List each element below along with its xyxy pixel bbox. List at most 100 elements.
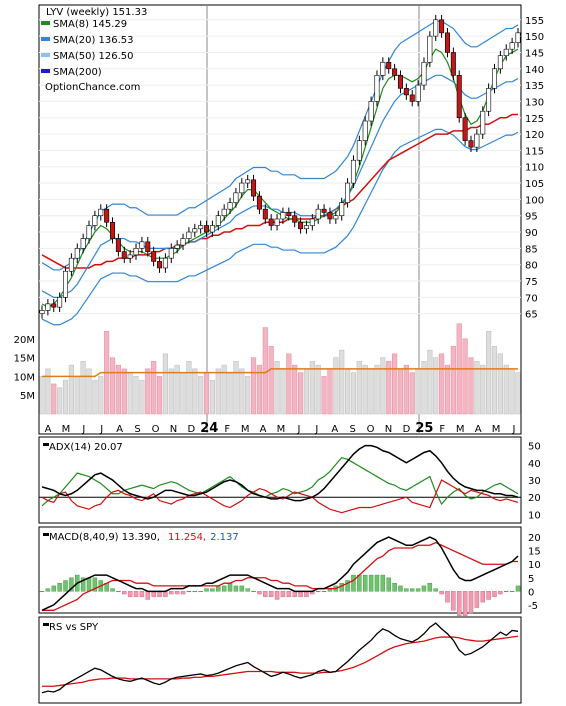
volume-bar [57, 387, 63, 415]
x-axis-label: M [492, 424, 501, 435]
x-axis-label: M [62, 424, 71, 435]
candle-body [339, 202, 345, 217]
macd-title: MACD(8,40,9) 13.390, 11.254, 2.137 [49, 532, 239, 543]
volume-average-line [42, 368, 518, 378]
adx-tick-label: 40 [528, 459, 541, 470]
rs-legend-swatch [43, 623, 49, 626]
price-tick-label: 80 [525, 261, 538, 272]
candle-body [209, 225, 215, 233]
macd-histogram-bar [192, 591, 198, 593]
candle-body [57, 297, 63, 308]
volume-bar [203, 372, 210, 415]
macd-histogram-bar [69, 577, 74, 592]
volume-bar [133, 376, 139, 415]
macd-line [41, 536, 519, 611]
macd-histogram-bar [515, 585, 521, 592]
macd-histogram-bar [151, 591, 156, 597]
volume-bar [421, 361, 427, 415]
candle-body [409, 94, 415, 102]
candle-body [392, 68, 398, 76]
candle-body [98, 208, 104, 217]
candle-body [427, 35, 433, 63]
macd-histogram-bar [198, 591, 203, 593]
legend-sma50: SMA(50) 126.50 [53, 51, 134, 62]
volume-bar [92, 379, 98, 415]
legend-swatch-sma200 [41, 69, 50, 73]
macd-histogram-bar [362, 574, 368, 592]
macd-histogram-bar [321, 591, 327, 593]
macd-histogram-bar [239, 585, 245, 592]
candle-body [303, 225, 309, 230]
macd-histogram-bar [492, 591, 497, 597]
x-axis-label: S [350, 424, 356, 435]
candle-body [139, 241, 145, 249]
macd-legend-swatch [43, 533, 49, 536]
x-axis-label: O [152, 424, 160, 435]
candle-body [415, 84, 421, 102]
volume-bar [309, 361, 315, 415]
volume-bar [256, 364, 263, 415]
candle-body [256, 195, 262, 210]
x-axis-label: A [116, 424, 123, 435]
candle-body [110, 221, 116, 239]
x-axis-label: A [475, 424, 482, 435]
macd-histogram-bar [409, 588, 415, 592]
x-axis-label: D [188, 424, 196, 435]
macd-histogram-bar [509, 591, 515, 593]
candle-body [221, 208, 227, 217]
candle-body [86, 225, 92, 239]
macd-histogram-bar [263, 591, 268, 597]
candle-body [162, 257, 168, 269]
macd-histogram-bar [433, 588, 438, 592]
macd-histogram-bar [345, 580, 350, 592]
macd-histogram-bar [80, 577, 86, 592]
volume-bar [474, 361, 480, 415]
volume-bar [98, 376, 104, 415]
candle-body [380, 61, 386, 76]
volume-tick-label: 5M [20, 391, 35, 402]
volume-bar [180, 372, 186, 415]
candle-body [127, 254, 133, 259]
macd-histogram-bar [486, 591, 491, 600]
macd-hist-value: 2.137 [210, 532, 239, 543]
adx-tick-label: 30 [528, 476, 541, 487]
volume-bar [80, 361, 86, 415]
rs-line [41, 622, 519, 694]
price-tick-label: 65 [525, 310, 538, 321]
x-axis-label: 25 [415, 421, 433, 436]
adx-tick-label: 20 [528, 493, 541, 504]
candle-body [133, 248, 139, 256]
x-axis-label: N [170, 424, 177, 435]
macd-histogram-bar [127, 591, 133, 597]
macd-histogram-bar [462, 591, 468, 616]
legend-swatch-sma20 [41, 37, 50, 41]
candle-body [251, 179, 257, 197]
candle-body [403, 88, 409, 96]
price-tick-label: 110 [525, 163, 544, 174]
volume-bar [151, 361, 157, 415]
candle-body [245, 179, 251, 184]
adx-line [41, 444, 519, 502]
candle-body [168, 248, 174, 259]
price-tick-label: 140 [525, 65, 544, 76]
macd-histogram-bar [274, 591, 280, 600]
candle-body [433, 19, 439, 37]
candle-body [497, 55, 503, 70]
volume-bar [109, 357, 116, 415]
volume-bar [403, 364, 409, 415]
macd-histogram-bar [63, 580, 68, 592]
volume-bar [292, 364, 298, 415]
x-axis-label: F [224, 424, 230, 435]
volume-bar [397, 368, 404, 415]
volume-bar [68, 364, 74, 415]
macd-histogram-bar [304, 591, 309, 597]
volume-bar [468, 357, 474, 415]
price-tick-label: 75 [525, 277, 538, 288]
macd-histogram-bar [468, 591, 474, 614]
x-axis-label: J [296, 424, 300, 435]
volume-bar [86, 368, 92, 415]
macd-histogram-bar [257, 591, 262, 595]
candle-body [309, 218, 315, 226]
price-tick-label: 115 [525, 146, 544, 157]
candle-body [80, 238, 86, 249]
